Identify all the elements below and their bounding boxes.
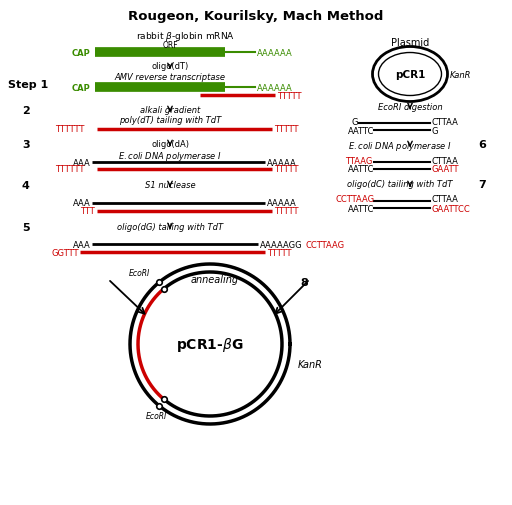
Text: AATTC: AATTC — [348, 204, 374, 213]
Text: KanR: KanR — [298, 359, 323, 369]
Text: pCR1-$\beta$G: pCR1-$\beta$G — [176, 335, 244, 353]
Text: pCR1: pCR1 — [395, 70, 425, 80]
Text: EcoRI: EcoRI — [129, 269, 150, 278]
Text: AATTC: AATTC — [348, 165, 374, 174]
Text: 7: 7 — [478, 180, 486, 189]
Text: rabbit $\it{\beta}$-globin mRNA: rabbit $\it{\beta}$-globin mRNA — [136, 30, 234, 43]
Text: AAAAA: AAAAA — [267, 158, 297, 167]
Text: TTTTT: TTTTT — [267, 248, 291, 257]
Text: KanR: KanR — [450, 70, 472, 79]
Text: AAAAAGG: AAAAAGG — [260, 240, 303, 249]
Text: TTTTT: TTTTT — [274, 125, 298, 134]
Text: AAA: AAA — [73, 240, 91, 249]
Text: TTT: TTT — [80, 207, 95, 216]
Text: $\it{E. coli}$ DNA polymerase I: $\it{E. coli}$ DNA polymerase I — [118, 149, 222, 163]
Text: GGTTT: GGTTT — [52, 248, 79, 257]
Text: 6: 6 — [478, 140, 486, 149]
Text: AMV reverse transcriptase: AMV reverse transcriptase — [115, 73, 225, 82]
Text: Step 1: Step 1 — [8, 80, 48, 90]
Text: oligo(dG) tailing with TdT: oligo(dG) tailing with TdT — [117, 223, 223, 231]
Text: 5: 5 — [22, 223, 30, 232]
Text: 2: 2 — [22, 106, 30, 116]
Text: CCTTAAG: CCTTAAG — [305, 240, 344, 249]
Text: AATTC: AATTC — [348, 126, 374, 135]
Text: oligo(dC) tailing with TdT: oligo(dC) tailing with TdT — [347, 180, 453, 189]
Text: S1 nuclease: S1 nuclease — [145, 181, 195, 189]
Text: TTTTT: TTTTT — [274, 165, 298, 174]
Text: AAAAAA: AAAAAA — [257, 83, 293, 92]
Text: G: G — [432, 126, 438, 135]
Text: AAAAA: AAAAA — [267, 199, 297, 208]
Text: EcoRI digestion: EcoRI digestion — [378, 103, 442, 112]
Text: GAATTCC: GAATTCC — [432, 204, 471, 213]
Text: 8: 8 — [300, 277, 308, 287]
Text: Rougeon, Kourilsky, Mach Method: Rougeon, Kourilsky, Mach Method — [129, 10, 383, 23]
Text: CAP: CAP — [72, 83, 91, 92]
Text: Plasmid: Plasmid — [391, 38, 429, 48]
Text: annealing: annealing — [191, 274, 239, 284]
Text: poly(dT) tailing with TdT: poly(dT) tailing with TdT — [119, 116, 221, 125]
Text: TTTTT: TTTTT — [277, 91, 302, 100]
Text: CAP: CAP — [72, 48, 91, 58]
Text: $\it{E. coli}$ DNA polymerase I: $\it{E. coli}$ DNA polymerase I — [348, 140, 452, 153]
Text: CTTAA: CTTAA — [432, 195, 459, 204]
Text: oligo(dT): oligo(dT) — [152, 62, 188, 71]
Text: CTTAA: CTTAA — [432, 117, 459, 126]
Text: TTTTTT: TTTTTT — [55, 125, 84, 134]
Text: 4: 4 — [22, 181, 30, 190]
Text: CCTTAAG: CCTTAAG — [336, 195, 375, 204]
Text: AAA: AAA — [73, 158, 91, 167]
Text: 3: 3 — [22, 140, 30, 149]
Text: ORF: ORF — [162, 41, 178, 50]
Text: EcoRI: EcoRI — [146, 411, 167, 420]
Text: oligo(dA): oligo(dA) — [151, 140, 189, 148]
Text: AAAAAA: AAAAAA — [257, 48, 293, 58]
Text: TTTTTT: TTTTTT — [55, 165, 84, 174]
Text: TTAAG: TTAAG — [345, 156, 372, 165]
Text: AAA: AAA — [73, 199, 91, 208]
Text: TTTTT: TTTTT — [274, 207, 298, 216]
Text: CTTAA: CTTAA — [432, 156, 459, 165]
Text: G: G — [352, 117, 358, 126]
Text: alkali gradient: alkali gradient — [140, 106, 200, 115]
Text: GAATT: GAATT — [432, 165, 459, 174]
